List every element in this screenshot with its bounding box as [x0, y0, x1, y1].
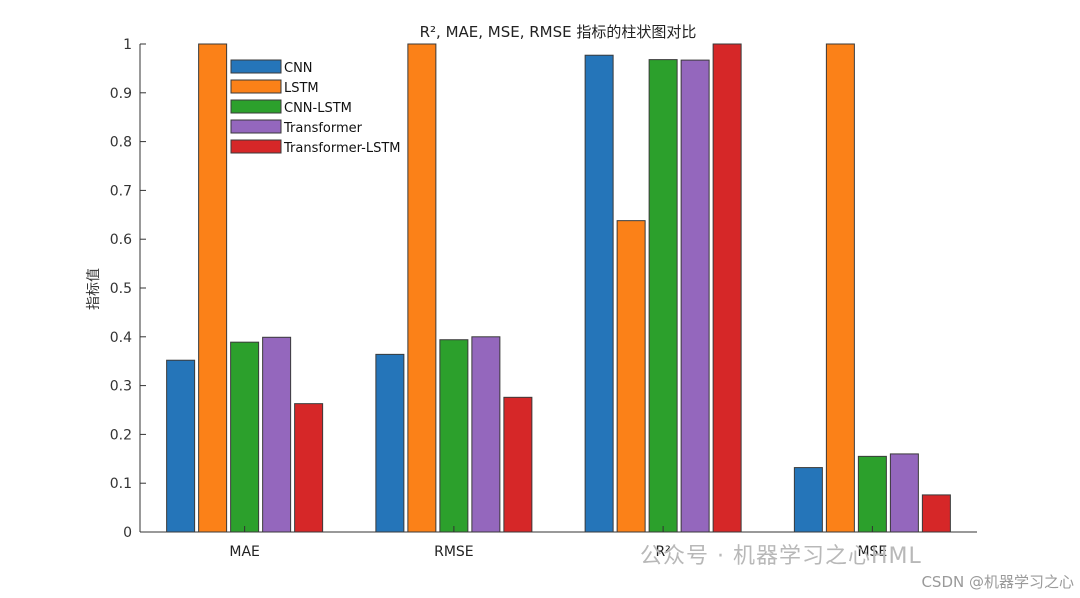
- bar: [407, 43, 437, 533]
- bar: [857, 455, 887, 533]
- bar: [503, 396, 533, 533]
- bar: [375, 353, 405, 533]
- bar: [262, 336, 292, 533]
- y-tick-label: 0.4: [110, 330, 132, 346]
- y-tick-label: 0: [123, 525, 132, 541]
- bar: [471, 336, 501, 533]
- bar: [166, 359, 196, 533]
- chart-title: R², MAE, MSE, RMSE 指标的柱状图对比: [420, 23, 697, 41]
- legend-swatch: [230, 99, 282, 114]
- bar: [439, 339, 469, 533]
- x-tick-label: MSE: [857, 544, 887, 560]
- watermark-sub: CSDN @机器学习之心: [921, 573, 1074, 591]
- bar: [680, 59, 710, 533]
- legend-swatch: [230, 119, 282, 134]
- bar: [648, 59, 678, 533]
- legend-label: LSTM: [284, 81, 319, 96]
- y-tick-label: 0.7: [110, 183, 132, 199]
- bar: [584, 54, 614, 533]
- x-tick-label: R²: [655, 544, 670, 560]
- legend-swatch: [230, 139, 282, 154]
- y-tick-label: 0.1: [110, 476, 132, 492]
- legend-label: CNN: [284, 61, 313, 76]
- legend-label: Transformer: [283, 121, 363, 136]
- x-tick-label: MAE: [229, 544, 260, 560]
- y-tick-label: 1: [123, 37, 132, 53]
- legend-label: Transformer-LSTM: [283, 141, 401, 156]
- bar: [230, 341, 260, 533]
- y-tick-label: 0.6: [110, 232, 132, 248]
- bar: [616, 220, 646, 533]
- bar: [793, 467, 823, 533]
- bar: [825, 43, 855, 533]
- bar: [889, 453, 919, 533]
- y-tick-label: 0.2: [110, 427, 132, 443]
- bar: [198, 43, 228, 533]
- y-axis-label: 指标值: [86, 268, 102, 310]
- y-tick-label: 0.3: [110, 379, 132, 395]
- plot-area: 0 0.1 0.2 0.3 0.4 0.5 0.6 0.7 0.8 0.9 1 MAE RMSE R² MS…: [110, 37, 977, 560]
- y-tick-label: 0.9: [110, 86, 132, 102]
- watermark-main: 公众号 · 机器学习之心HML: [640, 544, 922, 569]
- legend-label: CNN-LSTM: [284, 101, 352, 116]
- bar: [921, 494, 951, 533]
- y-tick-label: 0.5: [110, 281, 132, 297]
- legend-swatch: [230, 79, 282, 94]
- x-tick-label: RMSE: [434, 544, 474, 560]
- y-tick-label: 0.8: [110, 135, 132, 151]
- legend-swatch: [230, 59, 282, 74]
- bar: [712, 43, 742, 533]
- bar: [294, 403, 324, 533]
